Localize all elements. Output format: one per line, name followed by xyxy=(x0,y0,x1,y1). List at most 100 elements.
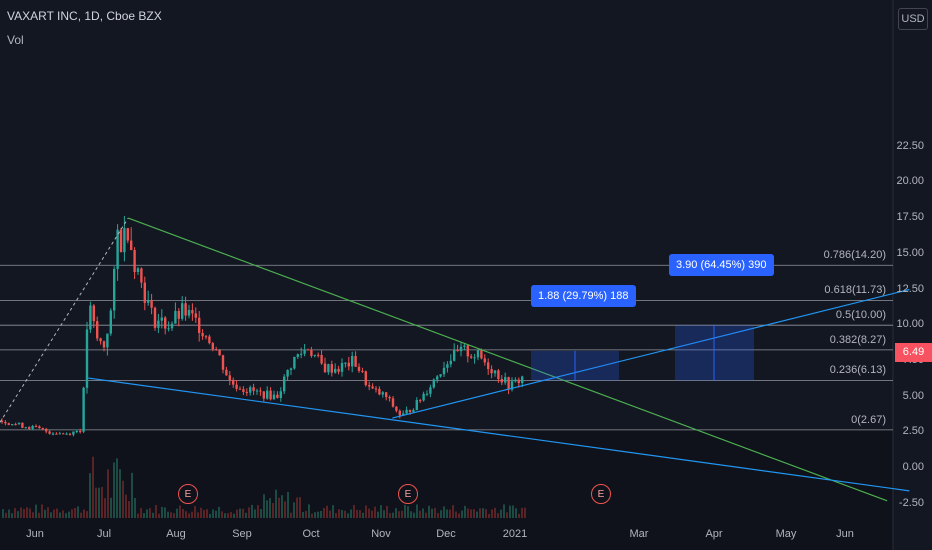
volume-bar xyxy=(23,509,25,518)
candle-body xyxy=(419,400,422,402)
volume-bar xyxy=(440,510,442,518)
candle-body xyxy=(21,422,24,428)
candle-body xyxy=(439,374,442,377)
candle-body xyxy=(364,371,367,386)
candle-body xyxy=(317,354,320,356)
volume-bar xyxy=(20,507,22,518)
candle-body xyxy=(164,317,167,329)
candle-body xyxy=(381,392,384,395)
candle-body xyxy=(262,391,265,399)
volume-bar xyxy=(515,508,517,518)
volume-bar xyxy=(203,509,205,518)
volume-bar xyxy=(311,513,313,518)
volume-bar xyxy=(344,510,346,518)
candle-body xyxy=(286,369,289,377)
volume-bar xyxy=(446,509,448,518)
candle-body xyxy=(14,424,17,426)
x-tick-label: Aug xyxy=(166,528,186,540)
volume-bar xyxy=(50,512,52,518)
candle-body xyxy=(106,333,109,348)
volume-bar xyxy=(392,512,394,518)
volume-bar xyxy=(476,511,478,518)
candle-body xyxy=(249,387,252,393)
volume-bar xyxy=(464,505,466,518)
volume-bar xyxy=(404,504,406,518)
candle-body xyxy=(99,338,102,342)
candle-body xyxy=(340,363,344,372)
candle-body xyxy=(113,269,116,311)
volume-bar xyxy=(221,511,223,518)
candle-body xyxy=(269,390,272,400)
volume-bar xyxy=(308,504,310,518)
volume-bar xyxy=(374,506,376,518)
volume-bar xyxy=(143,513,145,518)
currency-button[interactable]: USD xyxy=(898,8,928,30)
candle-body xyxy=(140,268,143,283)
volume-bar xyxy=(290,512,292,518)
volume-bar xyxy=(302,511,304,518)
volume-bar xyxy=(401,510,403,518)
candle-body xyxy=(279,391,282,398)
volume-bar xyxy=(89,473,91,518)
volume-bar xyxy=(332,505,334,518)
y-tick-label: 0.00 xyxy=(902,461,924,473)
candle-body xyxy=(45,428,48,432)
candle-body xyxy=(133,250,136,272)
candle-body xyxy=(504,377,507,383)
candle-body xyxy=(361,370,364,372)
candle-body xyxy=(449,360,452,365)
volume-bar xyxy=(68,511,70,518)
volume-bar xyxy=(185,511,187,518)
volume-bar xyxy=(494,507,496,518)
projection-label-1[interactable]: 1.88 (29.79%) 188 xyxy=(531,285,636,307)
projection-label-2[interactable]: 3.90 (64.45%) 390 xyxy=(669,254,774,276)
volume-bar xyxy=(140,508,142,518)
candle-body xyxy=(62,433,65,435)
candle-body xyxy=(34,426,38,428)
chart-title: VAXART INC, 1D, Cboe BZX xyxy=(7,9,162,23)
candle-body xyxy=(194,313,197,318)
candle-body xyxy=(235,384,238,389)
candle-body xyxy=(487,362,490,370)
candle-body xyxy=(391,398,395,407)
volume-bar xyxy=(92,456,94,518)
earnings-marker-icon[interactable]: E xyxy=(178,484,198,504)
volume-bar xyxy=(341,509,343,518)
candle-body xyxy=(493,370,497,374)
volume-bar xyxy=(173,513,175,518)
volume-bar xyxy=(5,512,7,518)
candle-body xyxy=(4,422,7,424)
candle-body xyxy=(85,329,89,388)
candle-body xyxy=(368,385,371,387)
volume-bar xyxy=(473,509,475,518)
volume-bar xyxy=(83,509,85,518)
volume-bar xyxy=(104,498,106,518)
volume-bar xyxy=(470,509,472,518)
volume-bar xyxy=(380,505,382,518)
x-tick-label: Dec xyxy=(436,528,456,540)
fib-level-label: 0(2.67) xyxy=(851,413,886,426)
candle-body xyxy=(11,424,14,426)
volume-bar xyxy=(53,509,55,518)
volume-bar xyxy=(314,512,316,518)
candle-body xyxy=(429,387,432,394)
candle-body xyxy=(181,303,184,319)
volume-bar xyxy=(125,494,127,518)
x-tick-label: Jun xyxy=(836,528,854,540)
candle-body xyxy=(320,355,323,364)
volume-bar xyxy=(29,508,31,518)
volume-bar xyxy=(389,513,391,518)
candle-body xyxy=(453,349,456,361)
candle-body xyxy=(218,350,221,356)
volume-bar xyxy=(146,509,148,518)
earnings-marker-icon[interactable]: E xyxy=(591,484,611,504)
volume-bar xyxy=(44,509,46,518)
last-price-tag: 6.49 xyxy=(895,343,932,362)
candle-body xyxy=(351,356,354,367)
candle-body xyxy=(517,379,520,384)
volume-bar xyxy=(359,510,361,518)
earnings-marker-icon[interactable]: E xyxy=(398,484,418,504)
volume-bar xyxy=(161,506,163,518)
volume-bar xyxy=(278,497,280,518)
